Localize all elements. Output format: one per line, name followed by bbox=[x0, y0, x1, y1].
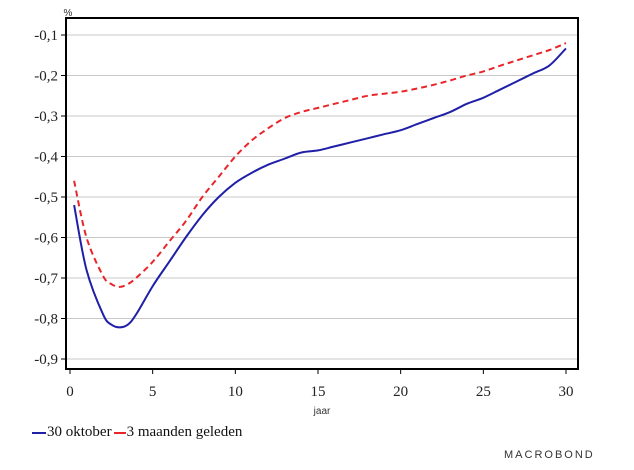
y-tick-label: -0,4 bbox=[34, 150, 58, 166]
x-tick-label: 20 bbox=[393, 384, 408, 400]
legend-label-30-oktober: 30 oktober bbox=[47, 424, 112, 440]
legend-swatch-solid bbox=[32, 431, 46, 434]
legend: 30 oktober 3 maanden geleden bbox=[32, 424, 244, 441]
y-tick-label: -0,3 bbox=[34, 109, 58, 125]
legend-label-3-maanden-geleden: 3 maanden geleden bbox=[126, 424, 243, 440]
y-tick-label: -0,7 bbox=[34, 271, 58, 287]
y-tick-label: -0,5 bbox=[34, 190, 58, 206]
x-tick-label: 15 bbox=[311, 384, 326, 400]
legend-swatch-dashed bbox=[113, 431, 126, 434]
y-axis-ticks: -0,1 -0,2 -0,3 -0,4 -0,5 -0,6 -0,7 -0,8 -0,9 bbox=[34, 28, 66, 368]
y-tick-label: -0,1 bbox=[34, 28, 58, 44]
x-tick-label: 5 bbox=[149, 384, 157, 400]
x-tick-label: 0 bbox=[66, 384, 74, 400]
y-tick-label: -0,2 bbox=[34, 69, 58, 85]
y-unit-label: % bbox=[64, 8, 73, 19]
plot-frame bbox=[65, 17, 579, 370]
y-tick-label: -0,8 bbox=[34, 312, 58, 328]
series-line-3-maanden-geleden bbox=[73, 42, 567, 288]
series-line-30-oktober bbox=[73, 47, 567, 329]
x-tick-label: 25 bbox=[476, 384, 491, 400]
macrobond-logo: MACROBOND bbox=[504, 449, 595, 461]
x-axis-ticks: 0 5 10 15 20 25 30 bbox=[66, 369, 574, 400]
x-tick-label: 30 bbox=[559, 384, 574, 400]
legend-item-30-oktober[interactable]: 30 oktober bbox=[32, 424, 112, 441]
x-axis-label: jaar bbox=[313, 406, 331, 417]
y-tick-label: -0,9 bbox=[34, 352, 58, 368]
y-tick-label: -0,6 bbox=[34, 231, 58, 247]
series-lines bbox=[73, 42, 567, 329]
legend-item-3-maanden-geleden[interactable]: 3 maanden geleden bbox=[113, 424, 243, 441]
grid-lines bbox=[66, 34, 578, 360]
x-tick-label: 10 bbox=[228, 384, 243, 400]
